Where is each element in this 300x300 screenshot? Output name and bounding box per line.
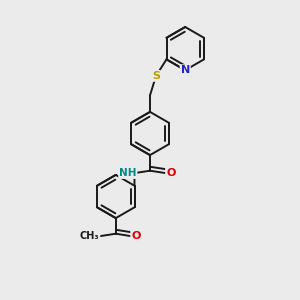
Text: O: O	[131, 231, 141, 241]
Text: NH: NH	[119, 168, 136, 178]
Text: O: O	[166, 168, 175, 178]
Text: CH₃: CH₃	[80, 231, 100, 241]
Text: S: S	[152, 71, 160, 81]
Text: N: N	[181, 65, 190, 75]
